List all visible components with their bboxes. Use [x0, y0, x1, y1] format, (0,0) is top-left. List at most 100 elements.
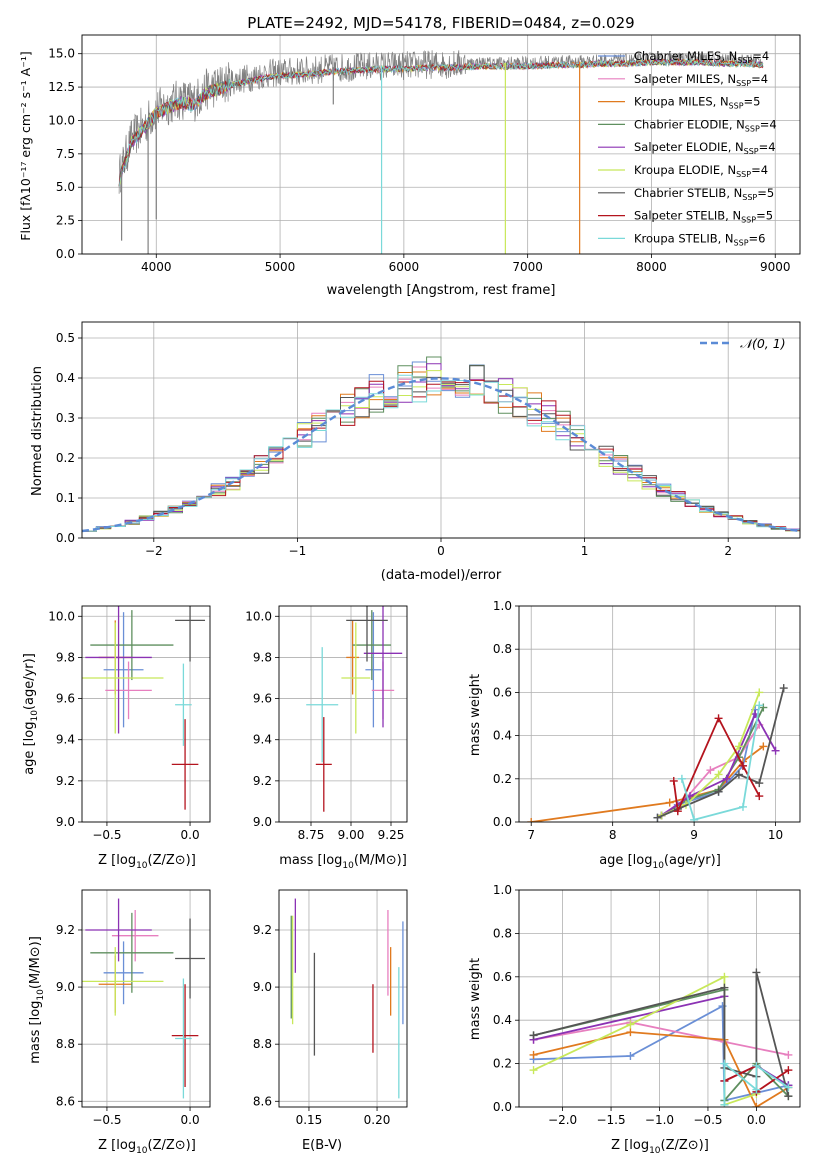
age-vs-z-ytick-label: 10.0 — [48, 609, 75, 623]
age-vs-z-point-salpeter-miles — [105, 661, 152, 720]
weight-vs-z-series-chabrier-stelib-marker — [752, 968, 761, 977]
weight-vs-age-xlabel: age [log10(age/yr)] — [599, 853, 721, 871]
age-vs-mass-ytick-label: 9.4 — [253, 733, 272, 747]
spectrum-panel: PLATE=2492, MJD=54178, FIBERID=0484, z=0… — [18, 14, 801, 298]
weight-vs-z-xtick-label: −1.5 — [596, 1113, 625, 1127]
mass-vs-z-frame — [81, 889, 211, 1108]
weight-vs-age-panel: age [log10(age/yr)] mass weight 7 8 9 10 0.0… — [468, 599, 801, 871]
weight-vs-age-series-chabrier-stelib-marker — [779, 684, 788, 693]
weight-vs-age-series-chabrier-stelib-line — [657, 687, 785, 819]
spectrum-plot-area — [118, 50, 764, 254]
weight-vs-age-ytick-label: 0.6 — [493, 685, 512, 699]
mass-vs-z-point-salpeter-elodie — [85, 898, 152, 962]
weight-vs-age-ytick-label: 0.0 — [493, 815, 512, 829]
spectrum-ytick-label: 7.5 — [56, 147, 75, 161]
mass-vs-ebv-ytick-label: 8.6 — [253, 1094, 272, 1108]
legend-label-tail: =4 — [751, 163, 768, 177]
legend-label-tail: =4 — [759, 140, 776, 154]
mass-vs-z-ytick-label: 8.6 — [56, 1094, 75, 1108]
residuals-ytick-label: 0.5 — [56, 331, 75, 345]
weight-vs-age-series-chabrier-stelib-marker — [734, 770, 743, 779]
weight-vs-z-series-kroupa-miles-marker — [626, 1028, 635, 1037]
age-vs-mass-errorbars — [306, 606, 403, 812]
mass-vs-z-point-kroupa-stelib — [175, 978, 192, 1099]
age-vs-z-ylabel: age [log10(age/yr)] — [22, 653, 40, 775]
mass-vs-z-xtick-label: 0.0 — [181, 1113, 200, 1127]
weight-vs-age-series-chabrier-elodie-marker — [759, 703, 768, 712]
legend-label-chabrier-miles: Chabrier MILES, NSSP=4 — [634, 49, 769, 65]
residuals-xtick-label: 1 — [581, 544, 589, 558]
legend-label-sub: SSP — [744, 147, 759, 156]
legend-label-main: Salpeter STELIB, N — [634, 209, 741, 223]
weight-vs-age-series-kroupa-elodie-marker — [755, 688, 764, 697]
spectrum-model-kroupa-stelib-line — [118, 58, 764, 187]
legend-label-main: Chabrier STELIB, N — [634, 186, 742, 200]
age-vs-mass-plot-area — [306, 606, 403, 812]
age-vs-mass-point-chabrier-elodie — [352, 610, 391, 681]
spectrum-xtick-label: 9000 — [760, 260, 791, 274]
spectrum-ytick-label: 2.5 — [56, 214, 75, 228]
mass-vs-ebv-ytick-label: 8.8 — [253, 1037, 272, 1051]
legend-label-kroupa-stelib: Kroupa STELIB, NSSP=6 — [634, 231, 765, 247]
mass-vs-ebv-xtick-label: 0.15 — [296, 1113, 323, 1127]
residuals-xtick-label: 0 — [437, 544, 445, 558]
spectrum-ytick-label: 0.0 — [56, 247, 75, 261]
spectrum-title: PLATE=2492, MJD=54178, FIBERID=0484, z=0… — [247, 14, 634, 32]
age-vs-mass-xlabel: mass [log10(M/M⊙)] — [279, 853, 407, 871]
residuals-xtick-label: 2 — [724, 544, 732, 558]
weight-vs-z-series-kroupa-miles-marker — [752, 1103, 761, 1107]
legend-label-main: Salpeter MILES, N — [634, 72, 736, 86]
weight-vs-z-ytick-label: 0.8 — [493, 926, 512, 940]
legend-label-sub: SSP — [729, 102, 744, 111]
legend-label-tail: =4 — [760, 117, 777, 131]
weight-vs-age-series-kroupa-miles-marker — [527, 818, 536, 822]
spectrum-xtick-label: 5000 — [265, 260, 296, 274]
weight-vs-age-ytick-label: 0.4 — [493, 729, 512, 743]
residuals-ylabel: Normed distribution — [30, 366, 45, 496]
weight-vs-age-series-salpeter-stelib-marker — [714, 714, 723, 723]
legend-label-sub: SSP — [736, 79, 751, 88]
weight-vs-age-xtick-label: 8 — [609, 828, 617, 842]
weight-vs-z-ylabel: mass weight — [468, 958, 483, 1040]
weight-vs-age-ylabel: mass weight — [468, 674, 483, 756]
legend-label-salpeter-elodie: Salpeter ELODIE, NSSP=4 — [634, 140, 776, 156]
weight-vs-z-ytick-label: 0.2 — [493, 1057, 512, 1071]
legend-label-tail: =4 — [751, 72, 768, 86]
spectrum-ytick-label: 12.5 — [48, 80, 75, 94]
weight-vs-z-series-kroupa-stelib-marker — [720, 1100, 729, 1107]
weight-vs-age-xtick-label: 9 — [690, 828, 698, 842]
spectrum-ytick-label: 15.0 — [48, 47, 75, 61]
weight-vs-z-series-kroupa-stelib-marker — [784, 1083, 793, 1092]
legend-label-kroupa-miles: Kroupa MILES, NSSP=5 — [634, 95, 760, 111]
weight-vs-z-ytick-label: 0.6 — [493, 970, 512, 984]
legend-label-sub: SSP — [742, 193, 757, 202]
mass-vs-z-point-salpeter-stelib — [171, 984, 199, 1088]
weight-vs-z-series-kroupa-stelib-marker — [752, 1061, 761, 1070]
legend-label-salpeter-miles: Salpeter MILES, NSSP=4 — [634, 72, 768, 88]
age-vs-z-point-kroupa-elodie — [82, 622, 164, 734]
mass-vs-z-point-kroupa-elodie — [82, 947, 164, 1016]
spectrum-lines — [118, 50, 764, 254]
weight-vs-z-series-kroupa-elodie-marker — [529, 1066, 538, 1075]
residuals-plot-area — [82, 356, 800, 533]
spectrum-xtick-label: 8000 — [636, 260, 667, 274]
weight-vs-z-frame — [518, 889, 801, 1108]
weight-vs-z-series-salpeter-stelib-marker — [784, 1066, 793, 1075]
age-vs-mass-point-chabrier-miles — [365, 612, 382, 728]
age-vs-z-ytick-label: 9.0 — [56, 815, 75, 829]
weight-vs-age-xtick-label: 7 — [527, 828, 535, 842]
residuals-normal-curve — [82, 377, 800, 533]
weight-vs-z-xtick-label: −0.5 — [693, 1113, 722, 1127]
residuals-xtick-label: −2 — [145, 544, 163, 558]
spectrum-xtick-label: 6000 — [389, 260, 420, 274]
age-vs-mass-ytick-label: 10.0 — [245, 609, 272, 623]
age-vs-z-plot-area — [82, 606, 206, 810]
age-vs-mass-ytick-label: 9.6 — [253, 692, 272, 706]
weight-vs-z-series-kroupa-elodie-marker — [720, 972, 729, 981]
legend-label-sub: SSP — [737, 56, 752, 65]
mass-vs-ebv-xtick-label: 0.20 — [364, 1113, 391, 1127]
weight-vs-age-series-salpeter-stelib-marker — [755, 792, 764, 801]
residuals-ytick-label: 0.1 — [56, 491, 75, 505]
